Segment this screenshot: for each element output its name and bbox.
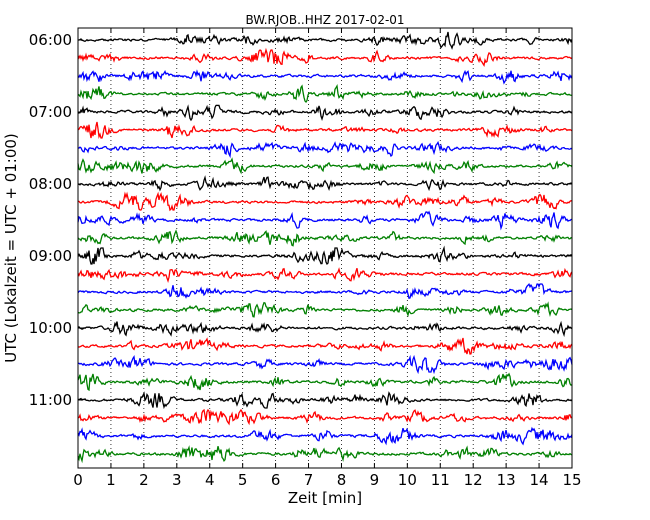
x-tick-label: 8 (337, 471, 347, 489)
x-axis-ticks: 0 1 2 3 4 5 6 7 8 9 10 11 12 13 14 15 (73, 28, 582, 489)
seismic-trace (77, 445, 573, 464)
y-tick-label: 08:00 (29, 175, 72, 193)
seismic-trace (77, 157, 573, 175)
seismic-trace (77, 391, 573, 410)
x-tick-label: 2 (139, 471, 149, 489)
seismic-trace (77, 229, 573, 247)
x-axis-label: Zeit [min] (288, 489, 362, 507)
seismic-trace (77, 31, 573, 50)
y-axis-ticks: 06:00 07:00 08:00 09:00 10:00 11:00 (29, 31, 572, 409)
y-tick-label: 09:00 (29, 247, 72, 265)
plot-background (78, 28, 572, 468)
x-tick-label: 6 (271, 471, 281, 489)
x-tick-label: 4 (205, 471, 215, 489)
seismic-trace (77, 47, 573, 67)
seismic-trace (77, 191, 573, 212)
seismic-trace (77, 245, 572, 266)
x-tick-label: 3 (172, 471, 182, 489)
seismic-trace (77, 372, 573, 392)
y-tick-label: 11:00 (29, 391, 72, 409)
x-gridlines (110, 28, 540, 468)
x-tick-label: 0 (73, 471, 83, 489)
plot-frame (77, 27, 573, 469)
seismic-trace (77, 282, 573, 299)
seismic-trace (77, 175, 573, 192)
seismic-trace (77, 121, 573, 140)
seismic-trace (77, 210, 573, 231)
y-tick-label: 10:00 (29, 319, 72, 337)
seismic-trace (77, 320, 573, 338)
x-tick-label: 15 (562, 471, 581, 489)
seismic-trace (77, 426, 573, 446)
x-tick-label: 7 (304, 471, 314, 489)
x-tick-label: 1 (106, 471, 116, 489)
chart-title: BW.RJOB..HHZ 2017-02-01 (245, 13, 404, 27)
y-tick-label: 07:00 (29, 103, 72, 121)
seismic-trace (77, 69, 573, 85)
seismic-trace (77, 301, 573, 318)
x-tick-label: 10 (398, 471, 417, 489)
seismic-trace (77, 267, 573, 284)
seismic-trace (77, 84, 573, 103)
seismic-trace (77, 408, 573, 426)
seismic-trace (77, 337, 573, 355)
seismic-trace (77, 354, 573, 375)
seismic-traces (77, 31, 573, 464)
y-axis-label: UTC (Lokalzeit = UTC + 01:00) (2, 133, 20, 363)
x-tick-label: 9 (370, 471, 380, 489)
x-tick-label: 11 (431, 471, 450, 489)
seismic-trace (77, 104, 573, 122)
seismic-trace (77, 140, 573, 159)
x-tick-label: 13 (497, 471, 516, 489)
x-tick-label: 12 (464, 471, 483, 489)
x-tick-label: 14 (530, 471, 549, 489)
x-tick-label: 5 (238, 471, 248, 489)
y-tick-label: 06:00 (29, 31, 72, 49)
